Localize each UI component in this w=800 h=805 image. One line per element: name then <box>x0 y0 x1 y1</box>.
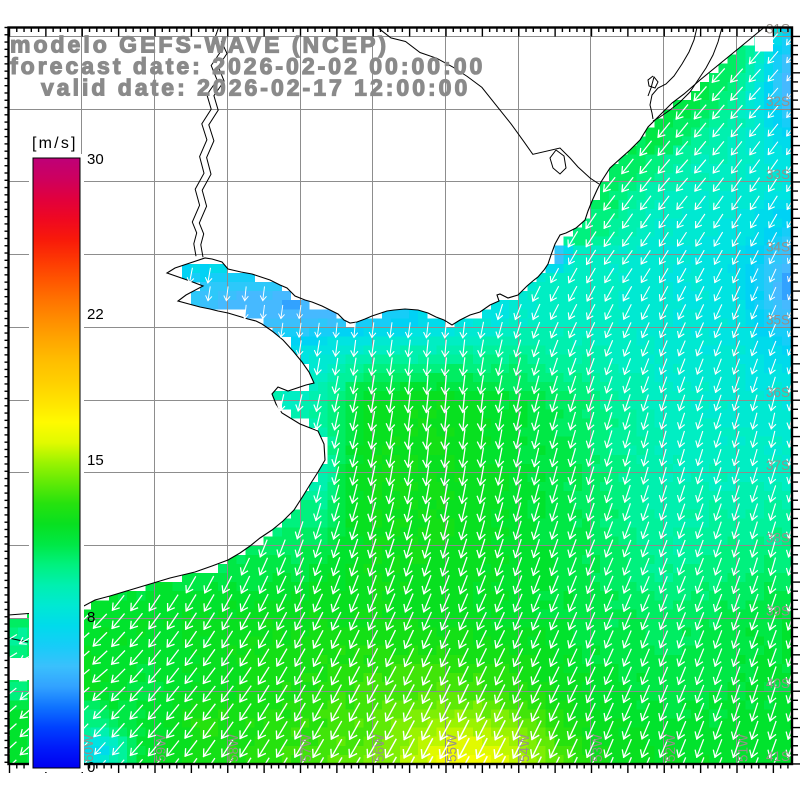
svg-text:15: 15 <box>87 452 104 469</box>
svg-text:forecast date: 2026-02-02 00:0: forecast date: 2026-02-02 00:00:00 <box>10 53 485 79</box>
svg-text:0: 0 <box>87 759 95 776</box>
svg-text:36S: 36S <box>766 385 790 400</box>
svg-text:[m/s]: [m/s] <box>32 135 78 152</box>
svg-text:60W: 60W <box>81 734 96 762</box>
svg-text:41S: 41S <box>766 749 790 764</box>
svg-text:52W: 52W <box>663 734 678 762</box>
svg-text:30: 30 <box>87 151 104 168</box>
svg-text:51W: 51W <box>736 734 751 762</box>
svg-text:37S: 37S <box>766 458 790 473</box>
svg-text:53W: 53W <box>590 734 605 762</box>
svg-text:58W: 58W <box>226 734 241 762</box>
svg-text:modelo GEFS-WAVE (NCEP): modelo GEFS-WAVE (NCEP) <box>10 31 389 57</box>
svg-text:40S: 40S <box>766 676 790 691</box>
svg-text:34S: 34S <box>766 240 790 255</box>
svg-text:38S: 38S <box>766 531 790 546</box>
svg-text:22: 22 <box>87 306 104 323</box>
svg-text:32S: 32S <box>766 94 790 109</box>
svg-text:54W: 54W <box>517 734 532 762</box>
svg-text:57W: 57W <box>299 734 314 762</box>
svg-text:59W: 59W <box>154 734 169 762</box>
svg-text:31S: 31S <box>766 22 790 37</box>
svg-text:35S: 35S <box>766 312 790 327</box>
svg-text:55W: 55W <box>445 734 460 762</box>
svg-text:39S: 39S <box>766 604 790 619</box>
svg-text:33S: 33S <box>766 167 790 182</box>
svg-text:8: 8 <box>87 609 95 626</box>
svg-text:valid date: 2026-02-17 12:00:0: valid date: 2026-02-17 12:00:00 <box>41 74 470 100</box>
svg-text:56W: 56W <box>372 734 387 762</box>
